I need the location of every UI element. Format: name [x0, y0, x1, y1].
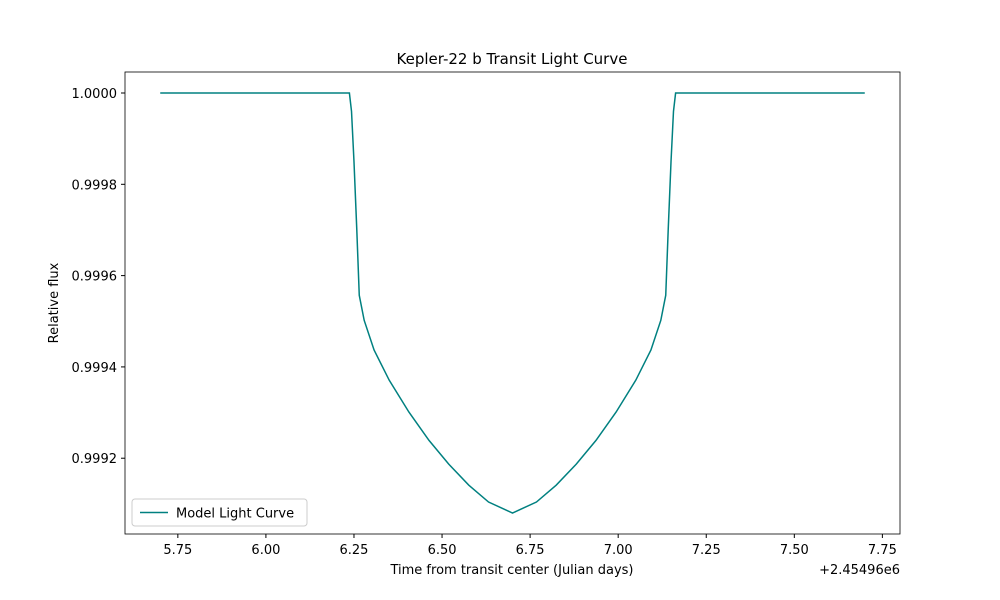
x-axis-label: Time from transit center (Julian days): [389, 563, 633, 578]
y-tick-label: 0.9996: [72, 270, 118, 285]
legend-label: Model Light Curve: [176, 507, 294, 522]
x-tick-label: 5.75: [163, 543, 192, 558]
y-tick-label: 0.9994: [72, 361, 118, 376]
y-tick-label: 0.9998: [72, 178, 118, 193]
x-tick-label: 6.50: [428, 543, 457, 558]
legend-box: [131, 498, 308, 527]
x-tick-label: 7.25: [692, 543, 721, 558]
plot-frame: [124, 71, 901, 535]
x-tick-label: 7.75: [868, 543, 897, 558]
y-tick-label: 1.0000: [72, 87, 118, 102]
y-tick-label: 0.9992: [72, 452, 118, 467]
x-tick-label: 7.00: [604, 543, 633, 558]
x-offset-label: +2.45496e6: [819, 563, 900, 578]
x-tick-label: 7.50: [780, 543, 809, 558]
legend: Model Light Curve: [131, 498, 308, 527]
x-tick-label: 6.00: [251, 543, 280, 558]
y-axis-label: Relative flux: [47, 262, 62, 343]
x-tick-label: 6.25: [340, 543, 369, 558]
chart-title: Kepler-22 b Transit Light Curve: [397, 50, 628, 68]
data-line: [160, 92, 865, 514]
x-tick-label: 6.75: [516, 543, 545, 558]
